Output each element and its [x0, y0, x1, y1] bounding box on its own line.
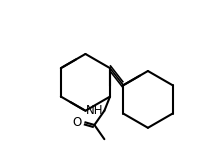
Text: NH: NH — [86, 104, 104, 117]
Text: O: O — [72, 116, 82, 129]
